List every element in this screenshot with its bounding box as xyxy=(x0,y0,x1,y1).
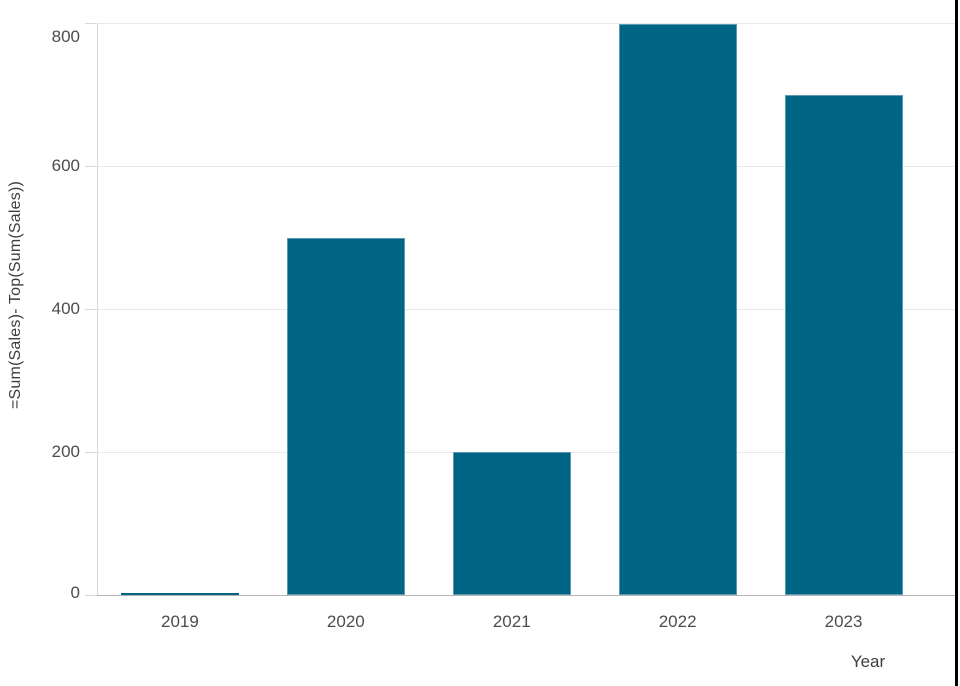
x-tick-label-2022[interactable]: 2022 xyxy=(658,612,697,631)
bar-2020[interactable] xyxy=(286,237,405,595)
gridline xyxy=(97,308,955,310)
y-tick-mark xyxy=(85,165,97,167)
y-axis-title: =Sum(Sales)- Top(Sum(Sales)) xyxy=(7,180,24,410)
y-tick-label: 0 xyxy=(70,583,80,602)
gridline xyxy=(97,23,955,24)
y-tick-label: 600 xyxy=(51,156,80,176)
x-axis-baseline xyxy=(97,594,955,596)
x-axis-title: Year xyxy=(850,652,886,671)
y-tick-mark xyxy=(85,308,97,310)
gridline xyxy=(97,165,955,167)
bar-2023[interactable] xyxy=(784,94,903,595)
y-tick-label: 400 xyxy=(51,299,80,319)
y-tick-mark xyxy=(85,594,97,596)
x-tick-label-2023[interactable]: 2023 xyxy=(824,612,863,631)
y-tick-label: 800 xyxy=(51,26,80,46)
window-right-border xyxy=(955,0,958,686)
y-tick-mark xyxy=(85,451,97,453)
x-tick-label-2019[interactable]: 2019 xyxy=(161,612,199,631)
bar-2019[interactable] xyxy=(120,593,239,595)
bar-2022[interactable] xyxy=(618,23,737,595)
x-tick-label-2020[interactable]: 2020 xyxy=(326,612,365,631)
x-tick-label-2021[interactable]: 2021 xyxy=(492,612,531,631)
y-tick-label: 200 xyxy=(51,442,80,462)
bar-2021[interactable] xyxy=(452,452,571,595)
y-tick-mark xyxy=(85,23,97,24)
